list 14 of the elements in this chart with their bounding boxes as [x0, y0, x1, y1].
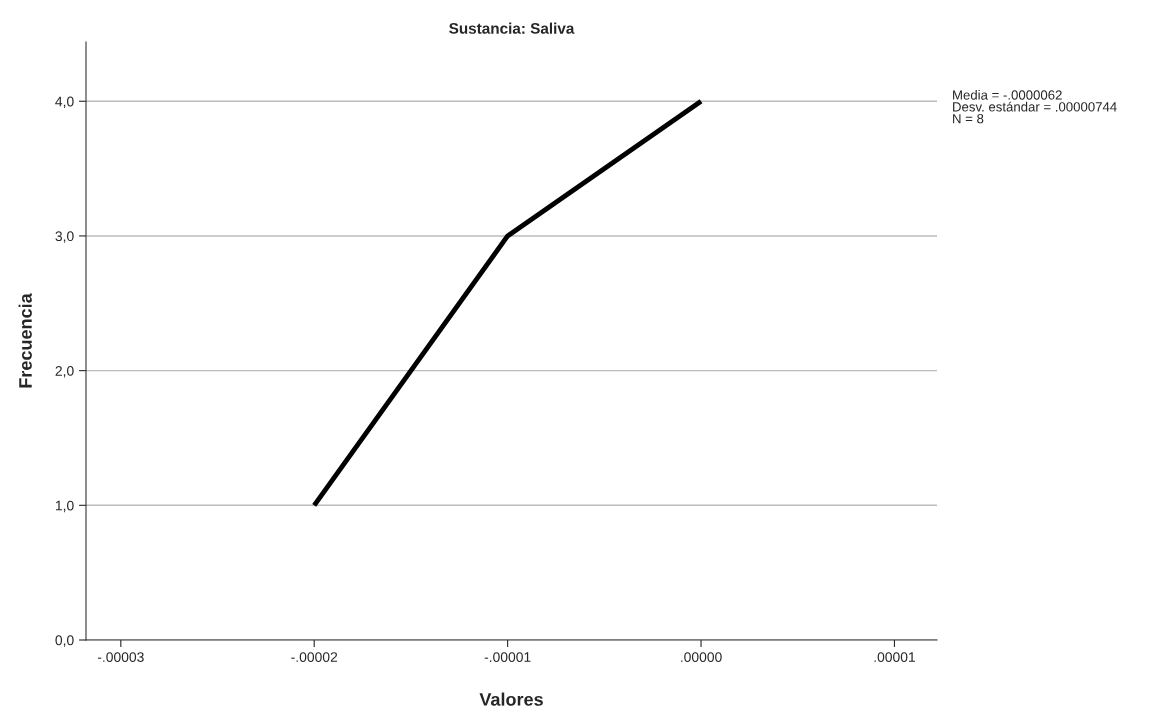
- x-tick-label: -.00003: [97, 652, 144, 663]
- y-tick-label: 3,0: [55, 231, 74, 243]
- text: Media = -.0000062 Desv. estándar = .00000744 N = 8: [953, 90, 1117, 124]
- y-tick-label: 0,0: [55, 635, 74, 647]
- x-tick-label: .00001: [874, 652, 916, 663]
- x-tick-label: .00000: [681, 652, 722, 663]
- y-tick-label: 4,0: [55, 96, 74, 109]
- x-tick-label: -.00002: [291, 652, 338, 663]
- x-tick-label: -.00001: [484, 652, 531, 663]
- x-axis-title: Valores: [479, 692, 543, 706]
- y-tick-label: 1,0: [55, 500, 74, 513]
- y-axis-title: Frecuencia: [18, 293, 32, 388]
- chart-title: Sustancia: Saliva: [449, 22, 575, 34]
- y-tick-label: 2,0: [55, 365, 74, 378]
